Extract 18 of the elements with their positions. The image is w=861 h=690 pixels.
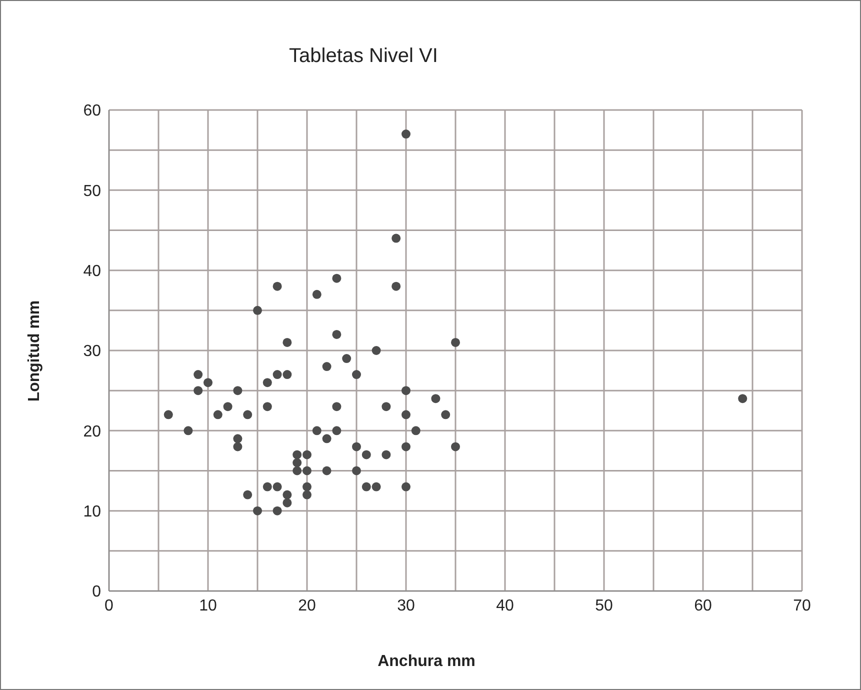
y-tick-label: 0	[92, 584, 102, 601]
y-tick-label: 20	[83, 423, 102, 440]
x-tick-label: 60	[694, 597, 712, 614]
x-tick-label: 30	[397, 597, 415, 614]
x-tick-label: 70	[793, 597, 811, 614]
x-tick-label: 40	[496, 597, 514, 614]
y-tick-label: 30	[83, 343, 102, 360]
y-tick-label: 50	[83, 182, 102, 200]
y-tick-label: 60	[83, 102, 102, 120]
x-axis-title: Anchura mm	[376, 653, 476, 671]
x-tick-label: 50	[595, 597, 613, 614]
x-tick-label: 10	[199, 597, 217, 614]
y-tick-label: 40	[83, 263, 102, 280]
x-tick-label: 0	[104, 597, 114, 614]
chart-title: Tabletas Nivel VI	[289, 45, 438, 68]
y-axis-title: Longitud mm	[26, 300, 44, 402]
y-tick-label: 10	[83, 504, 102, 521]
x-tick-label: 20	[298, 597, 316, 614]
